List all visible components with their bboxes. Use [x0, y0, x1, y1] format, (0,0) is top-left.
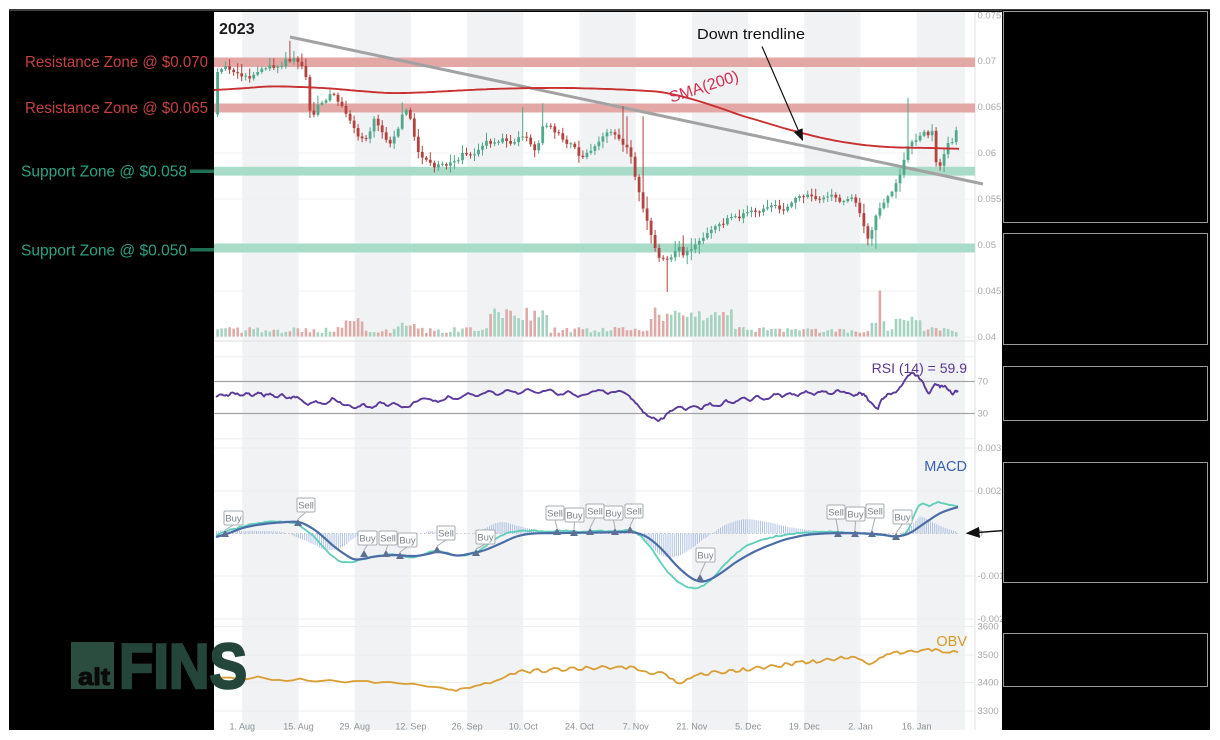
svg-text:24. Oct: 24. Oct: [565, 722, 595, 732]
svg-text:-0.001: -0.001: [978, 571, 1005, 582]
svg-text:1. Aug: 1. Aug: [230, 722, 256, 732]
svg-text:7. Nov: 7. Nov: [623, 722, 650, 732]
svg-text:Sell: Sell: [438, 529, 454, 540]
svg-text:0.075: 0.075: [978, 11, 1002, 22]
svg-text:Buy: Buy: [605, 509, 622, 520]
svg-text:3600: 3600: [978, 622, 999, 633]
svg-text:Buy: Buy: [477, 533, 494, 544]
svg-text:19. Dec: 19. Dec: [789, 722, 821, 732]
svg-text:15. Aug: 15. Aug: [283, 722, 314, 732]
svg-text:Sell: Sell: [867, 507, 883, 518]
svg-text:Buy: Buy: [225, 514, 242, 525]
svg-text:16. Jan: 16. Jan: [902, 722, 932, 732]
svg-text:0.003: 0.003: [978, 443, 1002, 454]
svg-text:Buy: Buy: [399, 536, 416, 547]
svg-text:2023: 2023: [219, 21, 255, 38]
svg-text:0.05: 0.05: [978, 240, 997, 251]
svg-text:MACD: MACD: [924, 459, 967, 475]
svg-text:Sell: Sell: [547, 509, 563, 520]
svg-text:Support Zone @ $0.058: Support Zone @ $0.058: [21, 164, 187, 181]
svg-text:Down trendline: Down trendline: [697, 27, 805, 43]
svg-text:Buy: Buy: [697, 551, 714, 562]
svg-text:Sell: Sell: [298, 501, 314, 512]
svg-text:Support Zone @ $0.050: Support Zone @ $0.050: [21, 243, 187, 260]
svg-text:10. Oct: 10. Oct: [509, 722, 539, 732]
svg-text:29. Aug: 29. Aug: [339, 722, 370, 732]
svg-text:0: 0: [978, 529, 983, 540]
svg-text:Buy: Buy: [566, 511, 583, 522]
svg-text:RSI (14) = 59.9: RSI (14) = 59.9: [872, 360, 968, 376]
svg-text:OBV: OBV: [936, 634, 967, 650]
svg-text:0.04: 0.04: [978, 332, 997, 343]
svg-text:5. Dec: 5. Dec: [735, 722, 762, 732]
svg-text:3400: 3400: [978, 678, 999, 689]
svg-text:0.07: 0.07: [978, 56, 997, 67]
svg-text:-0.002: -0.002: [978, 614, 1005, 625]
svg-text:0.055: 0.055: [978, 194, 1002, 205]
svg-text:alt: alt: [78, 664, 110, 691]
svg-text:Sell: Sell: [828, 508, 844, 519]
svg-text:Buy: Buy: [359, 534, 376, 545]
svg-text:FINS: FINS: [119, 632, 247, 702]
svg-text:70: 70: [978, 377, 989, 388]
svg-text:30: 30: [978, 409, 989, 420]
svg-text:Sell: Sell: [380, 534, 396, 545]
svg-text:12. Sep: 12. Sep: [395, 722, 426, 732]
svg-text:3500: 3500: [978, 650, 999, 661]
svg-text:0.002: 0.002: [978, 486, 1002, 497]
svg-text:0.045: 0.045: [978, 286, 1002, 297]
svg-text:0.065: 0.065: [978, 102, 1002, 113]
svg-text:21. Nov: 21. Nov: [676, 722, 708, 732]
svg-text:Buy: Buy: [894, 513, 911, 524]
svg-text:Sell: Sell: [587, 507, 603, 518]
svg-text:26. Sep: 26. Sep: [452, 722, 483, 732]
svg-text:0.06: 0.06: [978, 148, 997, 159]
svg-text:3300: 3300: [978, 706, 999, 717]
svg-text:Sell: Sell: [626, 507, 642, 518]
svg-text:Resistance Zone @ $0.070: Resistance Zone @ $0.070: [25, 54, 208, 71]
svg-text:Resistance Zone @ $0.065: Resistance Zone @ $0.065: [25, 100, 208, 117]
svg-text:2. Jan: 2. Jan: [848, 722, 873, 732]
svg-text:Buy: Buy: [847, 510, 864, 521]
